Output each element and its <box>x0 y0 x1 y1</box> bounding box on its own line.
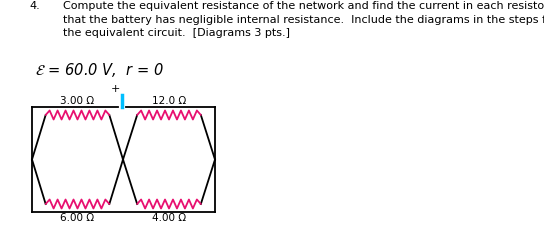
Text: 4.: 4. <box>30 1 41 11</box>
Text: 12.0 Ω: 12.0 Ω <box>152 96 186 106</box>
Text: $\mathcal{E}$ = 60.0 V,  $r$ = 0: $\mathcal{E}$ = 60.0 V, $r$ = 0 <box>35 61 164 79</box>
Text: 6.00 Ω: 6.00 Ω <box>60 213 95 223</box>
Text: +: + <box>110 84 120 94</box>
Text: 4.00 Ω: 4.00 Ω <box>152 213 186 223</box>
Text: Compute the equivalent resistance of the network and find the current in each re: Compute the equivalent resistance of the… <box>63 1 544 38</box>
Text: 3.00 Ω: 3.00 Ω <box>60 96 95 106</box>
